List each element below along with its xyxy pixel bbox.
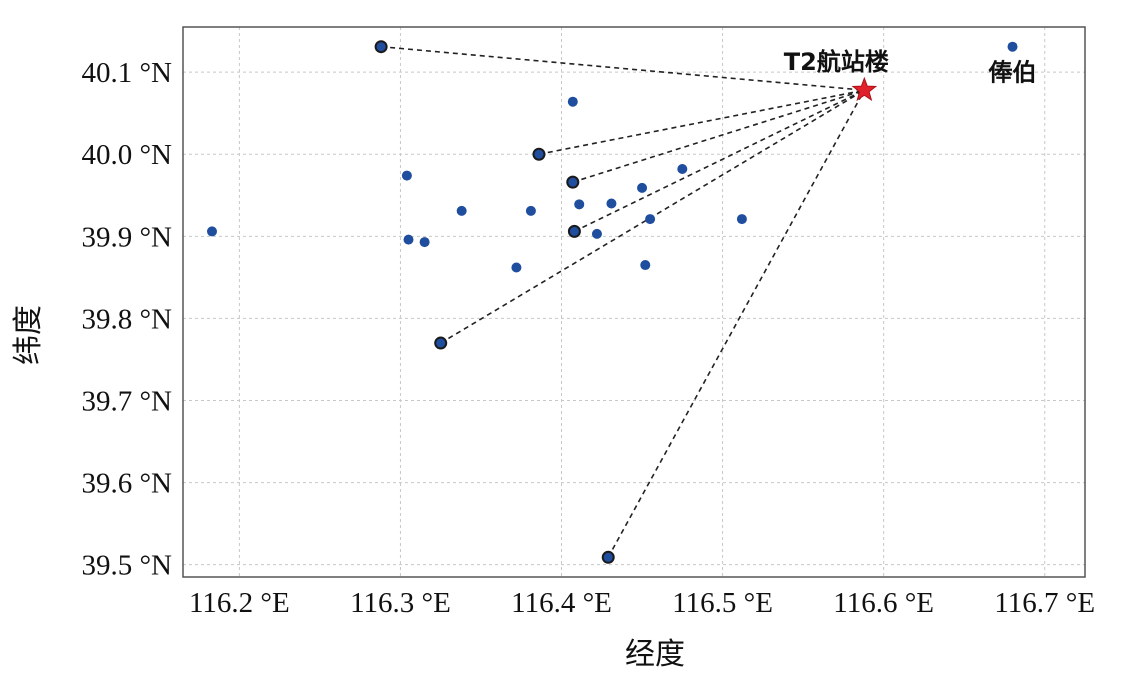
connection-line xyxy=(538,89,865,156)
data-point xyxy=(736,214,747,225)
x-tick-label: 116.3 °E xyxy=(350,587,451,619)
data-points: 俸伯 xyxy=(206,40,1037,564)
x-tick-label: 116.2 °E xyxy=(189,587,290,619)
data-point-connected xyxy=(567,224,581,238)
point-label: 俸伯 xyxy=(988,59,1037,87)
data-point xyxy=(606,198,617,209)
data-point-connected xyxy=(566,175,580,189)
data-point xyxy=(574,199,585,210)
x-tick-label: 116.7 °E xyxy=(994,587,1095,619)
connection-line xyxy=(574,89,865,233)
x-tick-label: 116.4 °E xyxy=(511,587,612,619)
y-tick-label: 39.6 °N xyxy=(81,468,172,500)
data-point xyxy=(1007,41,1018,52)
target-layer: T2航站楼 xyxy=(784,48,889,102)
target-label: T2航站楼 xyxy=(784,48,889,76)
data-point xyxy=(401,170,412,181)
tick-layer: 116.2 °E 116.3 °E 116.4 °E 116.5 °E 116.6 °E… xyxy=(81,57,1095,619)
y-tick-label: 39.7 °N xyxy=(81,386,172,418)
target-star-marker xyxy=(851,76,878,102)
data-point-connected xyxy=(434,336,448,350)
data-point-connected xyxy=(601,550,615,564)
data-point xyxy=(419,237,430,248)
y-tick-label: 39.5 °N xyxy=(81,550,172,582)
data-point-connected xyxy=(532,147,546,161)
y-tick-label: 40.1 °N xyxy=(81,57,172,89)
data-point-connected xyxy=(374,40,388,54)
y-tick-label: 39.8 °N xyxy=(81,303,172,335)
y-tick-label: 40.0 °N xyxy=(81,139,172,171)
connection-lines xyxy=(381,45,866,558)
data-point xyxy=(640,260,651,271)
plot-frame xyxy=(182,26,1086,578)
data-point xyxy=(456,205,467,216)
data-point xyxy=(645,214,656,225)
data-point xyxy=(637,182,648,193)
data-point xyxy=(677,164,688,175)
data-point xyxy=(525,205,536,216)
data-point xyxy=(591,228,602,239)
y-tick-label: 39.9 °N xyxy=(81,221,172,253)
data-point xyxy=(206,226,217,237)
data-point xyxy=(403,234,414,245)
connection-line xyxy=(572,89,865,183)
y-axis-title: 纬度 xyxy=(11,305,46,365)
x-axis-title: 经度 xyxy=(625,637,685,672)
connection-line xyxy=(607,89,866,558)
data-point xyxy=(567,96,578,107)
data-point xyxy=(511,262,522,273)
x-tick-label: 116.5 °E xyxy=(672,587,773,619)
x-tick-label: 116.6 °E xyxy=(833,587,934,619)
grid-layer xyxy=(183,27,1085,577)
